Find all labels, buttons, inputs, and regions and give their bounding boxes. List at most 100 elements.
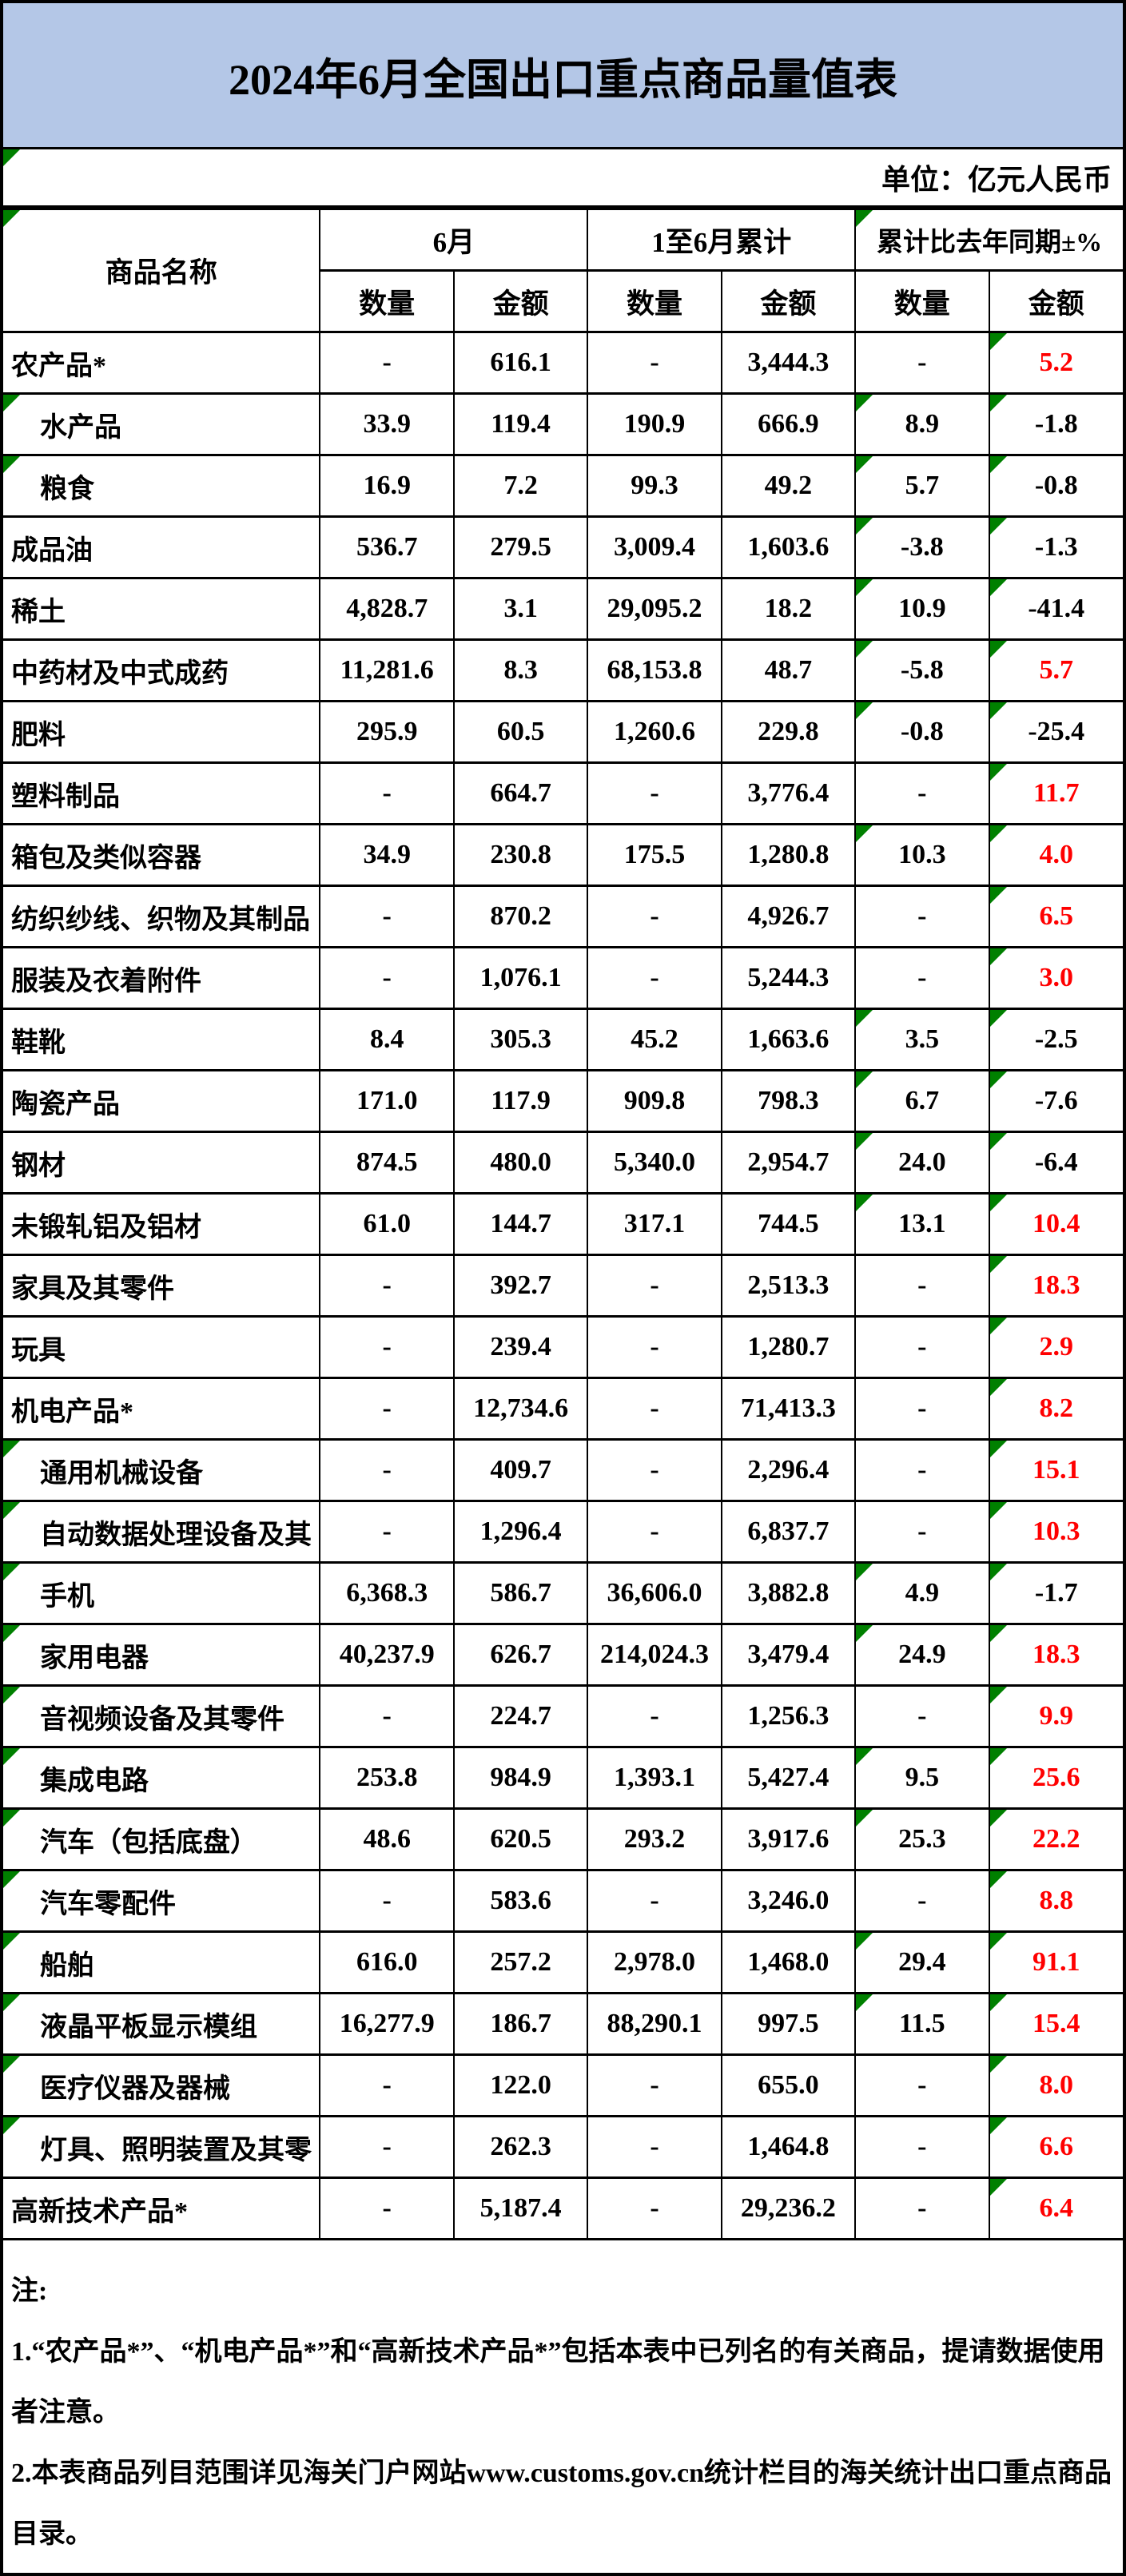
excel-error-triangle-icon [857,1134,873,1150]
commodity-name-cell: 机电产品* [3,1377,321,1441]
cumulative-qty-cell: 88,290.1 [587,1992,722,2056]
commodity-name-cell: 手机 [3,1561,321,1625]
table-row: 塑料制品 - 664.7 - 3,776.4 - 11.7 [3,761,1123,825]
june-amt-cell-value: 586.7 [490,1578,551,1608]
june-amt-cell: 305.3 [452,1008,589,1071]
excel-error-triangle-icon [990,396,1007,411]
excel-error-triangle-icon [3,2118,20,2134]
june-amt-cell: 583.6 [452,1869,589,1933]
june-amt-cell-value: 122.0 [490,2070,551,2100]
cumulative-qty-cell: - [587,885,722,948]
june-qty-cell-value: - [382,1517,392,1546]
excel-error-triangle-icon [857,1626,873,1642]
june-amt-cell: 224.7 [452,1684,589,1748]
commodity-name-cell: 纺织纱线、织物及其制品 [3,885,321,948]
commodity-name-cell-value: 稀土 [11,597,66,627]
june-amt-cell-value: 616.1 [490,348,551,377]
yoy-amt-cell-value: 8.0 [1039,2070,1074,2100]
yoy-qty-cell-value: - [917,1393,927,1423]
cumulative-amt-cell-value: 1,663.6 [747,1024,830,1054]
commodity-name-cell: 未锻轧铝及铝材 [3,1192,321,1256]
cumulative-qty-cell: - [587,761,722,825]
yoy-qty-cell: 24.0 [854,1131,990,1195]
yoy-amt-cell-value: 8.8 [1039,1886,1074,1915]
yoy-qty-cell: -5.8 [854,638,990,702]
excel-error-triangle-icon [990,1872,1007,1888]
commodity-name-cell-value: 集成电路 [40,1766,149,1796]
table-row: 钢材 874.5 480.0 5,340.0 2,954.7 24.0 -6.4 [3,1131,1123,1195]
table-header: 商品名称 6月 1至6月累计 累计比去年同期±% 数量 金额 数量 金额 数量 … [3,208,1123,333]
cumulative-amt-cell-value: 1,603.6 [747,532,830,562]
yoy-qty-cell: 10.3 [854,823,990,887]
cumulative-qty-cell-value: - [650,2070,659,2100]
commodity-name-cell: 成品油 [3,515,321,579]
commodity-name-cell-value: 未锻轧铝及铝材 [11,1212,201,1242]
commodity-name-cell: 服装及衣着附件 [3,946,321,1010]
june-amt-cell-value: 984.9 [490,1763,551,1792]
col-header-yoy-qty: 数量 [854,269,990,333]
june-qty-cell: - [319,2053,455,2117]
cumulative-qty-cell-value: 45.2 [631,1024,678,1054]
commodity-name-cell-value: 汽车零配件 [40,1889,176,1919]
yoy-qty-cell: 3.5 [854,1008,990,1071]
cumulative-amt-cell: 997.5 [720,1992,857,2056]
yoy-amt-cell: 6.6 [988,2115,1123,2179]
excel-error-triangle-icon [3,1749,20,1765]
yoy-amt-cell: 9.9 [988,1684,1123,1748]
commodity-name-cell-value: 机电产品* [11,1397,133,1427]
june-qty-cell-value: 536.7 [356,532,418,562]
cumulative-amt-cell: 5,427.4 [720,1746,857,1810]
yoy-qty-cell-value: 5.7 [905,471,940,500]
june-qty-cell-value: - [382,1393,392,1423]
june-qty-cell-value: - [382,348,392,377]
cumulative-amt-cell-value: 4,926.7 [747,901,830,931]
june-amt-cell: 8.3 [452,638,589,702]
cumulative-amt-cell-value: 1,256.3 [747,1701,830,1731]
commodity-name-cell-value: 粮食 [40,474,94,504]
commodity-name-cell-value: 农产品* [11,351,106,381]
june-qty-cell: 34.9 [319,823,455,887]
cumulative-amt-cell: 2,296.4 [720,1438,857,1502]
june-qty-cell-value: 33.9 [363,409,411,439]
cumulative-qty-cell-value: 1,260.6 [614,717,695,746]
excel-error-triangle-icon [857,1749,873,1765]
yoy-qty-cell-value: - [917,778,927,808]
cumulative-qty-cell: - [587,1438,722,1502]
yoy-amt-cell-value: 10.4 [1032,1209,1080,1238]
commodity-name-cell: 音视频设备及其零件 [3,1684,321,1748]
june-amt-cell: 1,296.4 [452,1500,589,1564]
june-qty-cell: 11,281.6 [319,638,455,702]
yoy-qty-cell-value: - [917,1701,927,1731]
table-row: 液晶平板显示模组 16,277.9 186.7 88,290.1 997.5 11.5 15… [3,1992,1123,2056]
june-qty-cell-value: - [382,2132,392,2161]
june-amt-cell-value: 144.7 [490,1209,551,1238]
table-row: 集成电路 253.8 984.9 1,393.1 5,427.4 9.5 25.6 [3,1746,1123,1810]
yoy-amt-cell: 6.4 [988,2176,1123,2240]
yoy-qty-cell-value: -0.8 [900,717,944,746]
commodity-name-cell-value: 纺织纱线、织物及其制品 [11,904,310,935]
excel-error-triangle-icon [857,457,873,473]
cumulative-qty-cell: 68,153.8 [587,638,722,702]
excel-error-triangle-icon [857,580,873,596]
cumulative-amt-cell-value: 1,280.8 [747,840,830,869]
june-amt-cell-value: 7.2 [503,471,538,500]
table-row: 机电产品* - 12,734.6 - 71,413.3 - 8.2 [3,1377,1123,1441]
excel-error-triangle-icon [3,457,20,473]
commodity-name-cell-value: 汽车（包括底盘） [40,1827,257,1858]
june-qty-cell: - [319,1869,455,1933]
yoy-amt-cell: 10.3 [988,1500,1123,1564]
cumulative-qty-cell: - [587,1869,722,1933]
cumulative-qty-cell-value: - [650,901,659,931]
yoy-amt-cell: 15.4 [988,1992,1123,2056]
june-qty-cell-value: - [382,1332,392,1362]
cumulative-amt-cell: 1,256.3 [720,1684,857,1748]
yoy-amt-cell: 8.2 [988,1377,1123,1441]
table-row: 成品油 536.7 279.5 3,009.4 1,603.6 -3.8 -1.3 [3,515,1123,579]
june-qty-cell: 40,237.9 [319,1623,455,1687]
cumulative-qty-cell-value: 29,095.2 [607,594,702,623]
commodity-name-cell-value: 高新技术产品* [11,2196,188,2227]
table-row: 医疗仪器及器械 - 122.0 - 655.0 - 8.0 [3,2053,1123,2117]
cumulative-amt-cell: 3,246.0 [720,1869,857,1933]
yoy-qty-cell: - [854,2176,990,2240]
june-qty-cell-value: 34.9 [363,840,411,869]
